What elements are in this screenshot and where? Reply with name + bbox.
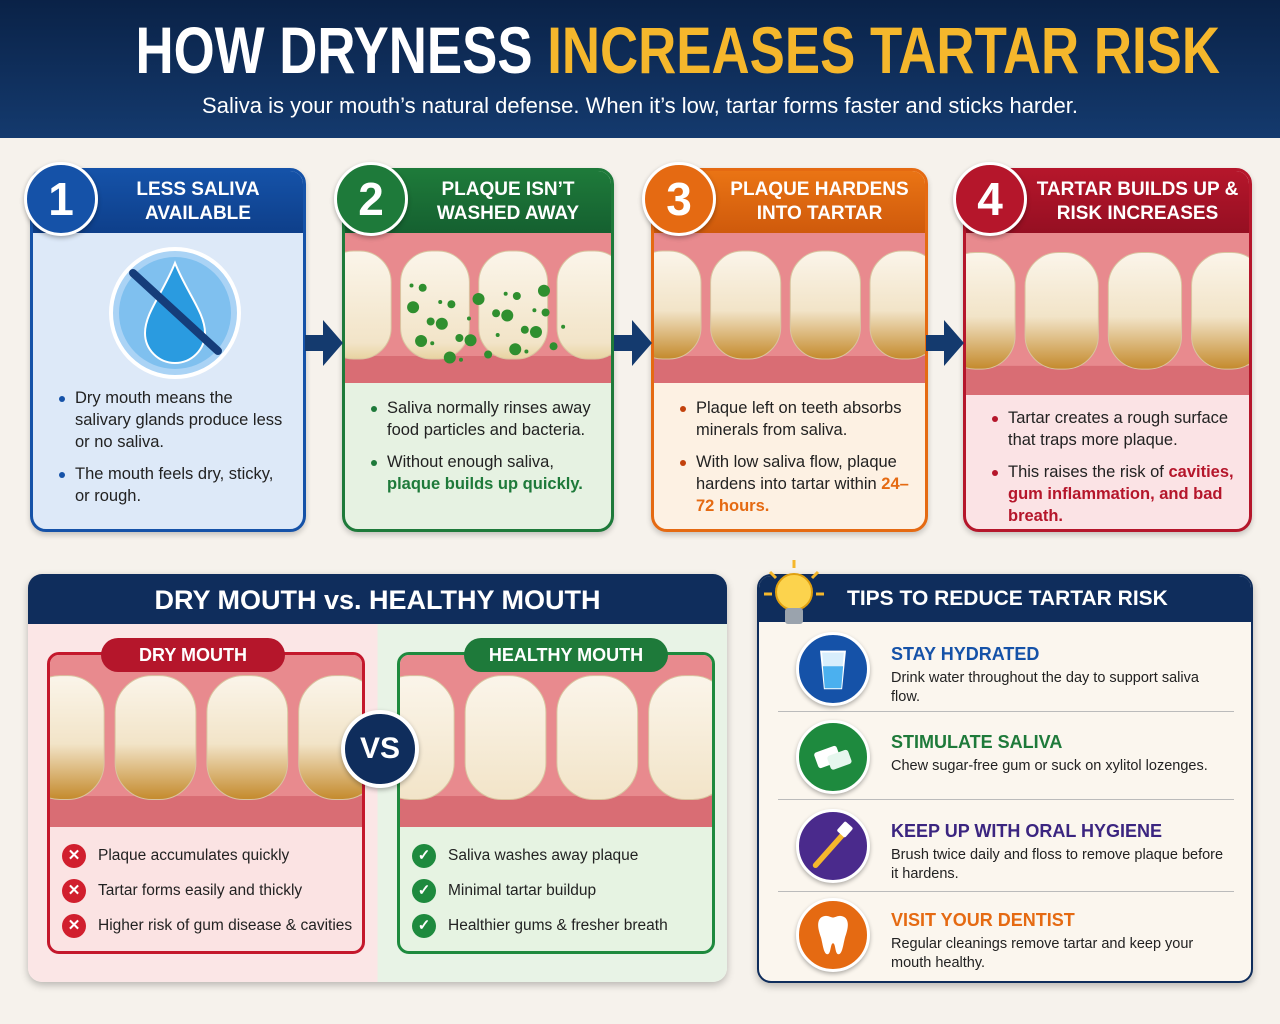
step-number-1: 1 [24, 162, 98, 236]
tip-desc: Chew sugar-free gum or suck on xylitol l… [891, 758, 1208, 774]
step-title-line1: LESS SALIVA [136, 179, 260, 200]
step-bullets: Dry mouth means the salivary glands prod… [59, 387, 289, 517]
step-title-line1: PLAQUE ISN’T [441, 179, 575, 200]
tip-desc: Brush twice daily and floss to remove pl… [891, 847, 1224, 882]
page-title: HOW DRYNESS INCREASES TARTAR RISK [0, 12, 1280, 88]
tip-desc: Drink water throughout the day to suppor… [891, 670, 1199, 705]
bullet-text: With low saliva flow, plaque hardens int… [696, 453, 897, 493]
dry-mouth-label: DRY MOUTH [101, 638, 285, 672]
x-icon: ✕ [62, 843, 86, 868]
item-text: Plaque accumulates quickly [98, 846, 290, 864]
tips-title: TIPS TO REDUCE TARTAR RISK [759, 576, 1251, 622]
item-text: Minimal tartar buildup [448, 881, 597, 899]
tip-title: VISIT YOUR DENTIST [891, 910, 1075, 930]
step-title-line1: TARTAR BUILDS UP & [1036, 179, 1239, 200]
tip-desc: Regular cleanings remove tartar and keep… [891, 936, 1194, 971]
step-number-4: 4 [953, 162, 1027, 236]
tip-title: KEEP UP WITH ORAL HYGIENE [891, 821, 1163, 841]
bullet-text: Without enough saliva, [387, 453, 554, 471]
tip-item: KEEP UP WITH ORAL HYGIENE Brush twice da… [778, 809, 1234, 917]
x-icon: ✕ [62, 913, 86, 938]
step-title-line2: RISK INCREASES [1056, 203, 1219, 224]
arrow-right-icon [305, 320, 343, 366]
list-item: ✓ Saliva washes away plaque [412, 838, 668, 873]
step-bullets: Saliva normally rinses away food particl… [371, 397, 597, 505]
bullet: Dry mouth means the salivary glands prod… [59, 387, 289, 453]
tip-title: STAY HYDRATED [891, 644, 1040, 664]
x-icon: ✕ [62, 878, 86, 903]
tip-item: STIMULATE SALIVA Chew sugar-free gum or … [778, 720, 1234, 828]
item-text: Higher risk of gum disease & cavities [98, 916, 353, 934]
dry-mouth-teeth-image [50, 655, 362, 827]
item-text: Healthier gums & fresher breath [448, 916, 668, 934]
arrow-right-icon [614, 320, 652, 366]
tip-item: STAY HYDRATED Drink water throughout the… [778, 632, 1234, 740]
comparison-title: DRY MOUTH vs. HEALTHY MOUTH [28, 574, 727, 624]
tooth-icon [796, 898, 870, 972]
check-icon: ✓ [412, 913, 436, 938]
bullet: Saliva normally rinses away food particl… [371, 397, 597, 441]
step-bullets: Tartar creates a rough surface that trap… [992, 407, 1235, 529]
dry-mouth-card: ✕ Plaque accumulates quickly ✕ Tartar form… [47, 652, 365, 954]
healthy-mouth-list: ✓ Saliva washes away plaque ✓ Minimal tart… [412, 838, 668, 943]
bullet: Without enough saliva, plaque builds up … [371, 451, 597, 495]
list-item: ✕ Tartar forms easily and thickly [62, 873, 352, 908]
bullet: Plaque left on teeth absorbs minerals fr… [680, 397, 911, 441]
vs-badge: VS [341, 710, 419, 788]
healthy-mouth-label: HEALTHY MOUTH [464, 638, 668, 672]
subtitle: Saliva is your mouth’s natural defense. … [202, 93, 1078, 118]
title-white: HOW DRYNESS [135, 13, 533, 87]
step-title-line2: INTO TARTAR [756, 203, 883, 224]
step-bullets: Plaque left on teeth absorbs minerals fr… [680, 397, 911, 527]
step-card-2: PLAQUE ISN’T WASHED AWAY Saliva normally … [342, 168, 614, 532]
check-icon: ✓ [412, 878, 436, 903]
bullet-highlight: plaque builds up quickly. [387, 475, 583, 493]
item-text: Tartar forms easily and thickly [98, 881, 303, 899]
heavy-tartar-teeth-image [966, 233, 1249, 395]
header: HOW DRYNESS INCREASES TARTAR RISK Saliva… [0, 0, 1280, 138]
bullet-text: This raises the risk of [1008, 463, 1169, 481]
title-yellow: INCREASES TARTAR RISK [547, 13, 1220, 87]
bullet: Tartar creates a rough surface that trap… [992, 407, 1235, 451]
divider [778, 711, 1234, 712]
tartar-teeth-image [654, 233, 925, 383]
step-title-line2: WASHED AWAY [436, 203, 580, 224]
bullet-highlight: cavities, gum inflammation, and bad brea… [1008, 463, 1234, 525]
lightbulb-icon [764, 560, 824, 624]
bullet: With low saliva flow, plaque hardens int… [680, 451, 911, 517]
plaque-teeth-image [345, 233, 611, 383]
bullet: This raises the risk of cavities, gum in… [992, 461, 1235, 527]
check-icon: ✓ [412, 843, 436, 868]
step-card-3: PLAQUE HARDENS INTO TARTAR Plaque left on… [651, 168, 928, 532]
step-title-line2: AVAILABLE [145, 203, 251, 224]
water-glass-icon [796, 632, 870, 706]
bullet: The mouth feels dry, sticky, or rough. [59, 463, 289, 507]
list-item: ✓ Minimal tartar buildup [412, 873, 668, 908]
healthy-teeth-image [400, 655, 712, 827]
tip-title: STIMULATE SALIVA [891, 732, 1063, 752]
list-item: ✓ Healthier gums & fresher breath [412, 908, 668, 943]
list-item: ✕ Higher risk of gum disease & cavities [62, 908, 352, 943]
list-item: ✕ Plaque accumulates quickly [62, 838, 352, 873]
step-title-line1: PLAQUE HARDENS [730, 179, 909, 200]
arrow-right-icon [926, 320, 964, 366]
dry-mouth-list: ✕ Plaque accumulates quickly ✕ Tartar form… [62, 838, 352, 943]
step-number-3: 3 [642, 162, 716, 236]
bullet-highlight: 24–72 hours. [696, 475, 909, 515]
divider [778, 799, 1234, 800]
step-number-2: 2 [334, 162, 408, 236]
gum-icon [796, 720, 870, 794]
no-water-drop-icon [33, 233, 303, 383]
divider [778, 891, 1234, 892]
toothbrush-icon [796, 809, 870, 883]
healthy-mouth-card: ✓ Saliva washes away plaque ✓ Minimal tart… [397, 652, 715, 954]
tip-item: VISIT YOUR DENTIST Regular cleanings rem… [778, 898, 1234, 1006]
item-text: Saliva washes away plaque [448, 846, 639, 864]
